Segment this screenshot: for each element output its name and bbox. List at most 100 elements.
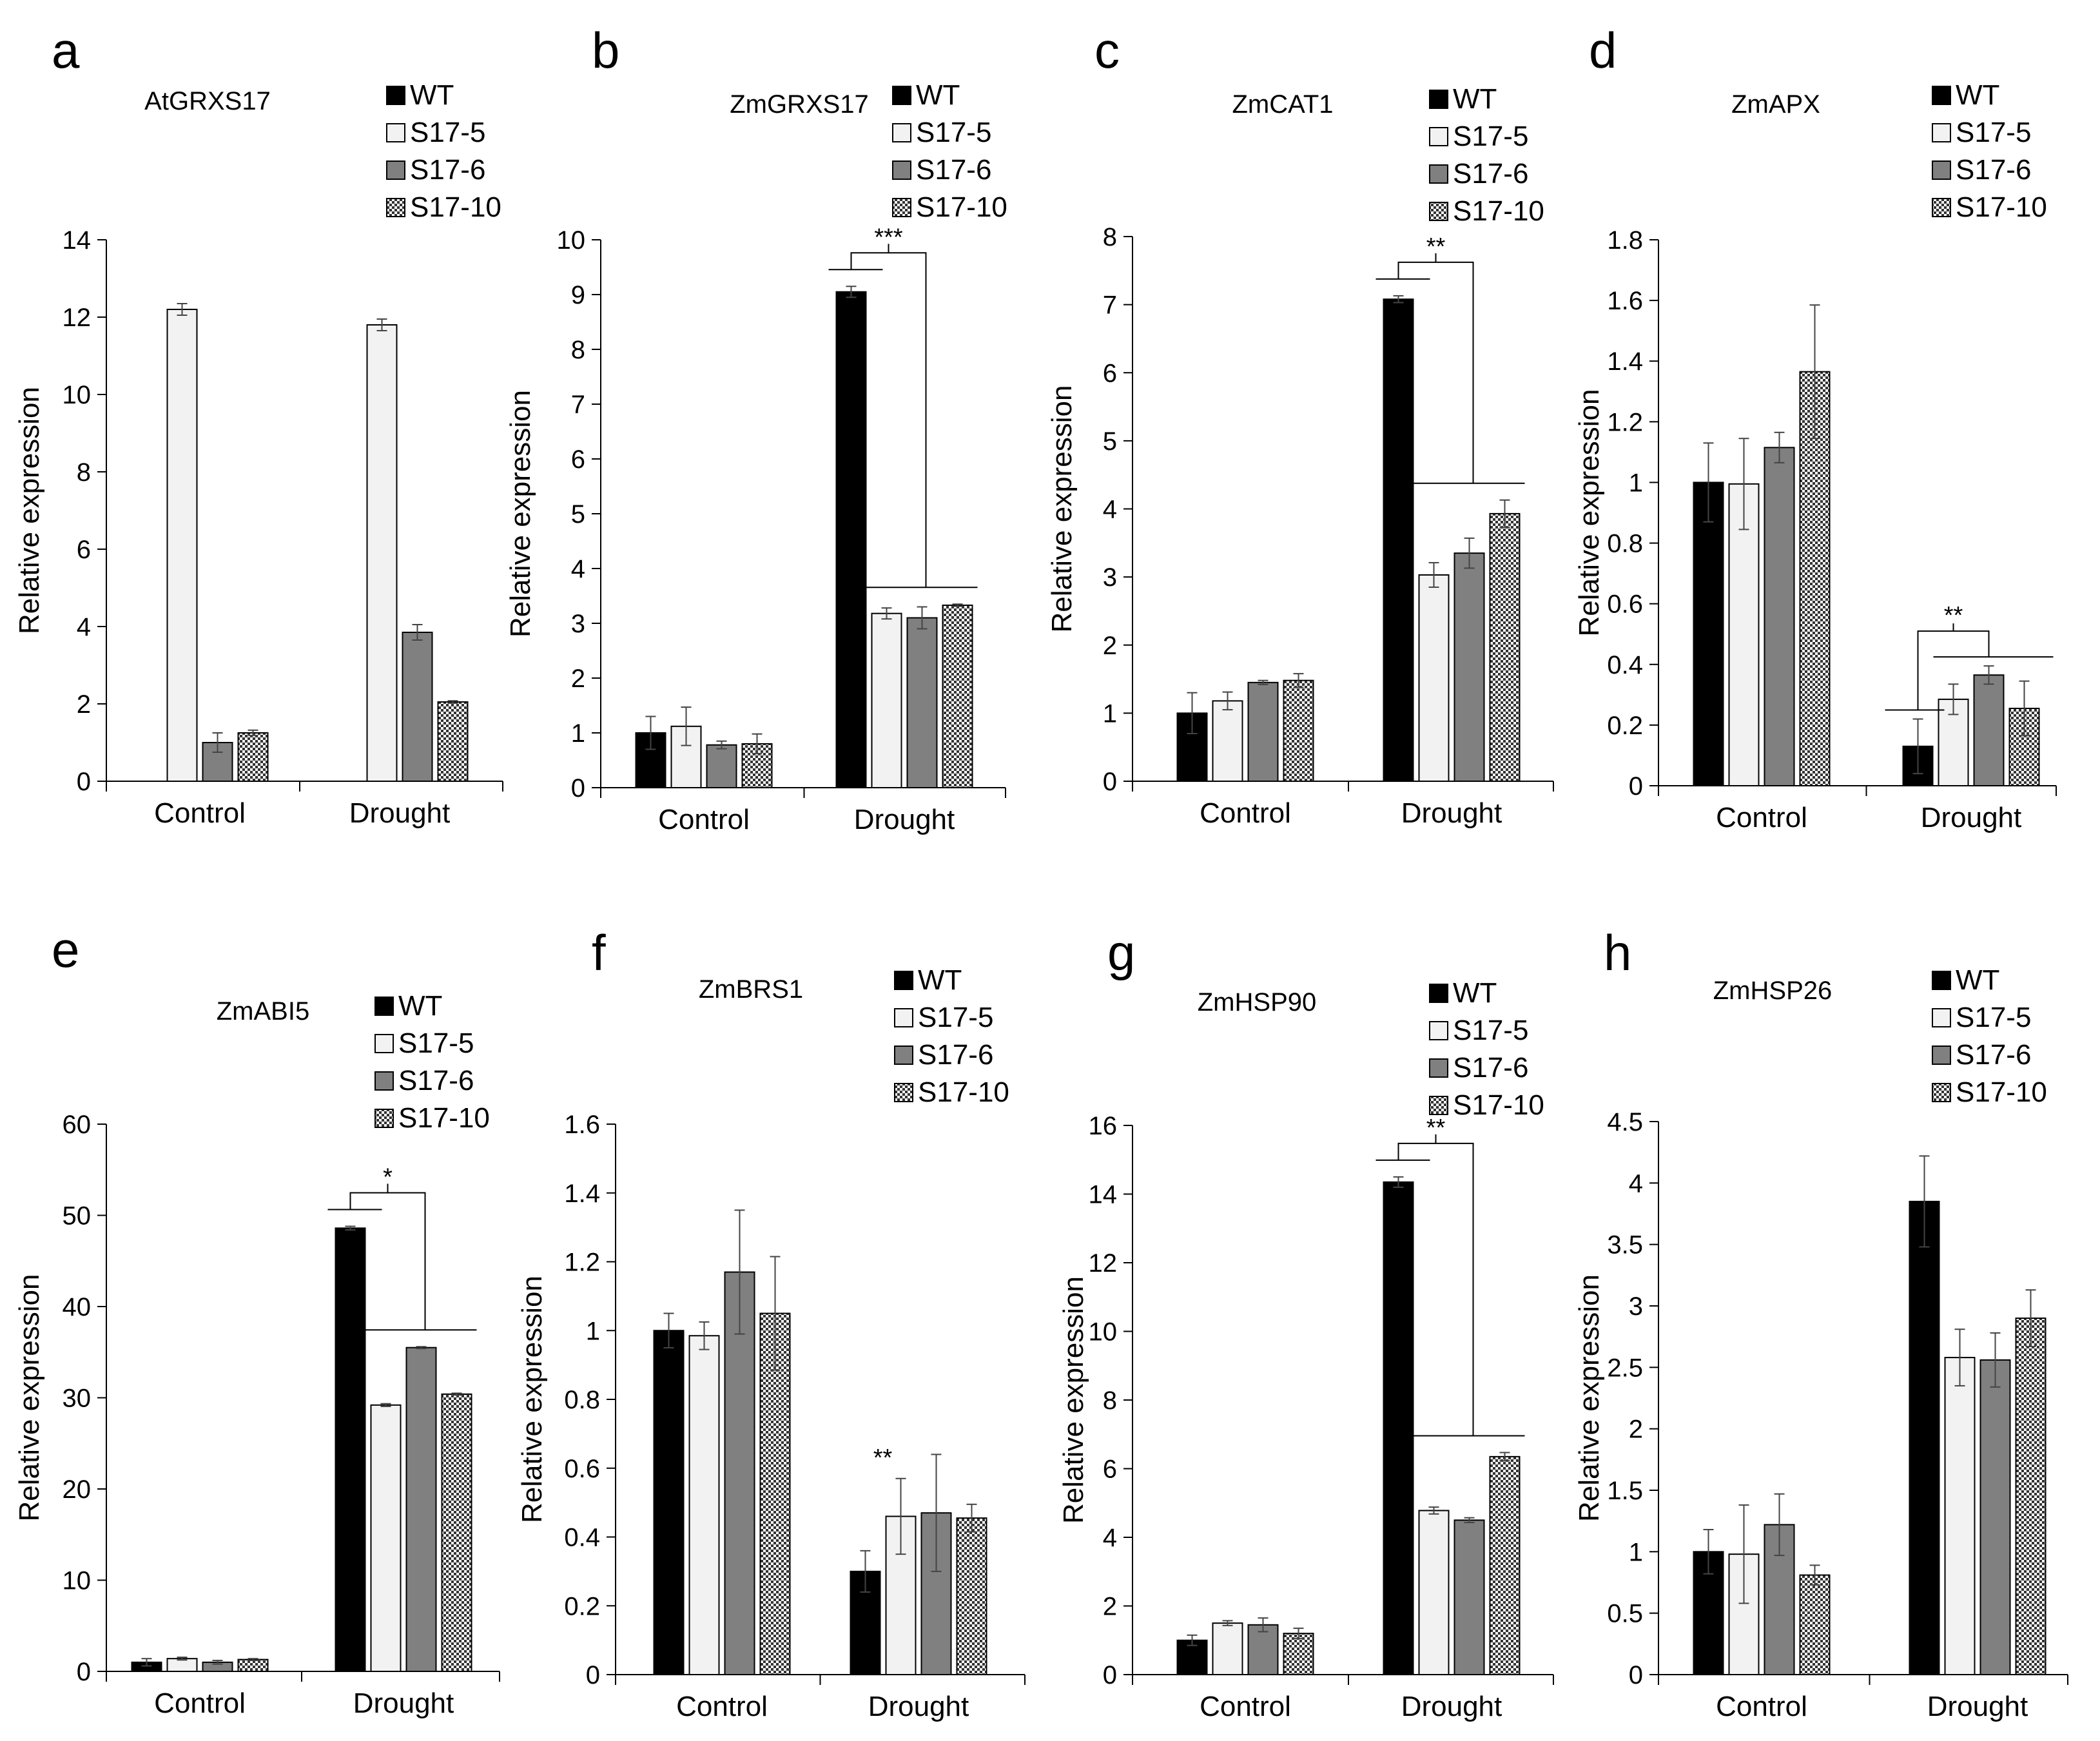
bar [1973, 674, 2005, 786]
y-tick-label: 5 [571, 500, 585, 529]
y-tick-label: 2 [1103, 632, 1117, 660]
chart-title: ZmBRS1 [699, 975, 803, 1004]
y-tick-label: 1.6 [564, 1111, 600, 1139]
bar [1212, 1622, 1243, 1675]
legend-label: S17-6 [918, 1039, 993, 1071]
x-category-label: Control [154, 797, 246, 829]
y-tick-label: 7 [571, 391, 585, 419]
panel-b: b ZmGRXS17 0 1 2 3 4 5 6 7 8 9 10 Relative expression… [505, 22, 1007, 835]
bar [724, 1271, 755, 1675]
bar [1489, 512, 1521, 782]
legend-swatch [1429, 202, 1448, 221]
x-category-label: Drought [349, 797, 451, 829]
y-tick-label: 3 [1629, 1292, 1643, 1321]
legend-label: S17-5 [916, 117, 991, 148]
legend-swatch [1429, 90, 1448, 109]
legend-swatch [374, 1109, 394, 1128]
panel-letter: b [592, 22, 619, 79]
legend-label: S17-6 [1453, 1052, 1528, 1084]
legend-swatch [892, 86, 911, 105]
bar [871, 612, 902, 788]
bar [1909, 1200, 1940, 1675]
y-tick-label: 6 [77, 536, 91, 564]
y-tick-label: 4.5 [1607, 1108, 1643, 1136]
y-tick-label: 0.6 [1607, 590, 1643, 619]
x-category-label: Drought [868, 1691, 969, 1722]
y-axis-title: Relative expression [1573, 389, 1605, 637]
legend-swatch [386, 123, 405, 142]
panel-letter: c [1094, 22, 1120, 79]
panel-letter: h [1604, 924, 1631, 981]
legend-label: S17-6 [398, 1065, 474, 1096]
y-axis-title: Relative expression [516, 1276, 548, 1523]
bar [1212, 700, 1243, 783]
panel-letter: a [52, 22, 80, 79]
legend-label: S17-10 [1956, 1076, 2047, 1108]
bar [402, 632, 433, 782]
panel-letter: f [592, 924, 606, 981]
y-tick-label: 8 [1103, 223, 1117, 251]
bar [653, 1330, 685, 1675]
y-tick-label: 3 [571, 610, 585, 638]
legend-label: S17-10 [918, 1076, 1009, 1108]
chart-title: ZmGRXS17 [730, 90, 869, 119]
x-category-label: Drought [1401, 797, 1502, 829]
bar [1383, 298, 1414, 782]
y-axis-title: Relative expression [14, 387, 45, 634]
y-tick-label: 3 [1103, 563, 1117, 592]
bar [1799, 1574, 1831, 1676]
panel-c: c ZmCAT1 0 1 2 3 4 5 6 7 8 Relative expression Contr… [1046, 22, 1554, 829]
y-tick-label: 0.6 [564, 1455, 600, 1483]
bar [1453, 552, 1485, 782]
bar [166, 309, 198, 782]
x-category-label: Control [1200, 1691, 1291, 1722]
legend-label: S17-5 [1956, 117, 2031, 148]
x-category-label: Drought [1401, 1691, 1502, 1722]
legend-swatch [892, 198, 911, 217]
bar [405, 1347, 437, 1673]
panel-letter: e [52, 921, 79, 978]
bar [237, 1658, 269, 1672]
y-tick-label: 1 [1629, 1538, 1643, 1566]
legend-label: S17-6 [1956, 1039, 2031, 1071]
panel-g: g ZmHSP90 0 2 4 6 8 10 12 14 16 Relative expression… [1058, 924, 1554, 1722]
legend-swatch [374, 997, 394, 1016]
y-tick-label: 0.2 [1607, 712, 1643, 740]
bar [1283, 679, 1314, 783]
x-category-label: Control [658, 804, 750, 835]
y-tick-label: 1.6 [1607, 287, 1643, 315]
y-tick-label: 10 [1089, 1318, 1118, 1347]
y-tick-label: 30 [63, 1385, 92, 1413]
y-tick-label: 7 [1103, 291, 1117, 320]
legend-label: S17-10 [398, 1102, 490, 1134]
legend-swatch [386, 198, 405, 217]
legend-label: S17-5 [1956, 1002, 2031, 1033]
bar [1764, 447, 1795, 786]
y-axis-title: Relative expression [1573, 1274, 1605, 1522]
legend-label: S17-5 [1453, 1015, 1528, 1046]
bar [2015, 1318, 2047, 1675]
y-tick-label: 0.8 [564, 1386, 600, 1414]
legend-swatch [386, 160, 405, 180]
y-tick-label: 4 [571, 555, 585, 583]
y-tick-label: 1 [1629, 469, 1643, 497]
y-tick-label: 8 [1103, 1386, 1117, 1415]
y-tick-label: 60 [63, 1111, 92, 1139]
chart-title: ZmABI5 [217, 997, 309, 1026]
chart-title: AtGRXS17 [144, 87, 271, 115]
bar [1979, 1359, 2011, 1675]
legend-swatch [894, 971, 913, 990]
legend-swatch [1932, 86, 1951, 105]
y-tick-label: 8 [571, 336, 585, 364]
y-tick-label: 4 [1103, 496, 1117, 524]
y-tick-label: 1.2 [564, 1249, 600, 1277]
panel-h: h ZmHSP26 0 0.5 1 1.5 2 2.5 3 3.5 4 4.5 Relative exp… [1573, 924, 2068, 1722]
y-tick-label: 12 [63, 304, 92, 332]
legend-swatch [1429, 127, 1448, 146]
bar [1944, 1357, 1976, 1676]
bar [956, 1517, 987, 1676]
y-tick-label: 1.2 [1607, 408, 1643, 436]
bar [1693, 481, 1724, 786]
legend-swatch [1932, 1046, 1951, 1065]
